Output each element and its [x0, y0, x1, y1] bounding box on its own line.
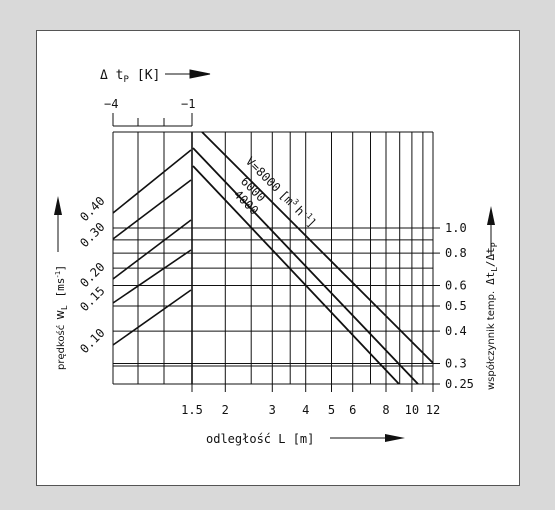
bottom-tick-label-2: 3: [269, 403, 276, 417]
top-tick-label-minus1: −1: [181, 97, 195, 111]
left-axis: 0.40 0.30 0.20 0.15 0.10 prędkośćwL[ms-1…: [53, 194, 108, 370]
right-tick-labels: 1.0 0.8 0.6 0.5 0.4 0.3 0.25: [433, 221, 474, 391]
flow-line-6000: [192, 147, 419, 385]
velocity-label-015: 0.15: [77, 284, 107, 314]
right-tick-label-2: 0.6: [445, 279, 467, 293]
right-tick-label-6: 0.25: [445, 377, 474, 391]
bottom-axis-arrow: [385, 434, 405, 442]
right-tick-label-5: 0.3: [445, 357, 467, 371]
right-axis-arrow: [487, 206, 495, 225]
bottom-tick-label-8: 12: [426, 403, 440, 417]
bottom-tick-label-3: 4: [302, 403, 309, 417]
velocity-line-010: [112, 289, 192, 346]
velocity-line-020: [112, 219, 192, 280]
top-axis: Δ tP [K] −4 −1: [100, 68, 211, 127]
flow-line-4000: [192, 165, 400, 385]
velocity-line-030: [112, 179, 192, 240]
bottom-tick-label-5: 6: [349, 403, 356, 417]
right-tick-label-4: 0.4: [445, 324, 467, 338]
velocity-label-040: 0.40: [77, 194, 107, 224]
left-tick-labels: 0.40 0.30 0.20 0.15 0.10: [77, 194, 107, 356]
bottom-tick-label-1: 2: [222, 403, 229, 417]
bottom-axis-label: odległość L [m]: [206, 432, 314, 446]
left-axis-label: prędkośćwL[ms-1]: [53, 266, 69, 370]
right-axis-label: współczynnik temp.ΔtL/ΔtP: [484, 242, 499, 390]
flow-labels: V=8000[m3h-1] 6000 4000: [231, 154, 319, 230]
bottom-axis: 1.5 2 3 4 5 6 8 10 12 odległość L [m]: [181, 384, 440, 446]
diagram-card: [36, 30, 520, 486]
top-tick-label-minus4: −4: [104, 97, 118, 111]
velocity-label-020: 0.20: [77, 260, 107, 290]
velocity-line-015: [112, 249, 192, 304]
bottom-tick-labels: 1.5 2 3 4 5 6 8 10 12: [181, 384, 440, 417]
right-tick-label-3: 0.5: [445, 299, 467, 313]
flow-line-8000: [201, 131, 434, 364]
flow-lines: [192, 131, 434, 385]
bottom-tick-label-7: 10: [405, 403, 419, 417]
velocity-lines: [112, 149, 192, 346]
velocity-line-040: [112, 149, 192, 214]
top-axis-label: Δ tP [K]: [100, 68, 160, 85]
right-tick-label-1: 0.8: [445, 246, 467, 260]
velocity-label-030: 0.30: [77, 220, 107, 250]
right-axis: 1.0 0.8 0.6 0.5 0.4 0.3 0.25 współczynnik temp…: [433, 206, 499, 391]
left-axis-arrow: [54, 196, 62, 215]
velocity-label-010: 0.10: [77, 326, 107, 356]
right-tick-label-0: 1.0: [445, 221, 467, 235]
bottom-tick-label-6: 8: [382, 403, 389, 417]
bottom-tick-label-4: 5: [328, 403, 335, 417]
top-axis-arrow: [165, 69, 211, 79]
grid: [112, 131, 434, 385]
bottom-tick-label-0: 1.5: [181, 403, 203, 417]
